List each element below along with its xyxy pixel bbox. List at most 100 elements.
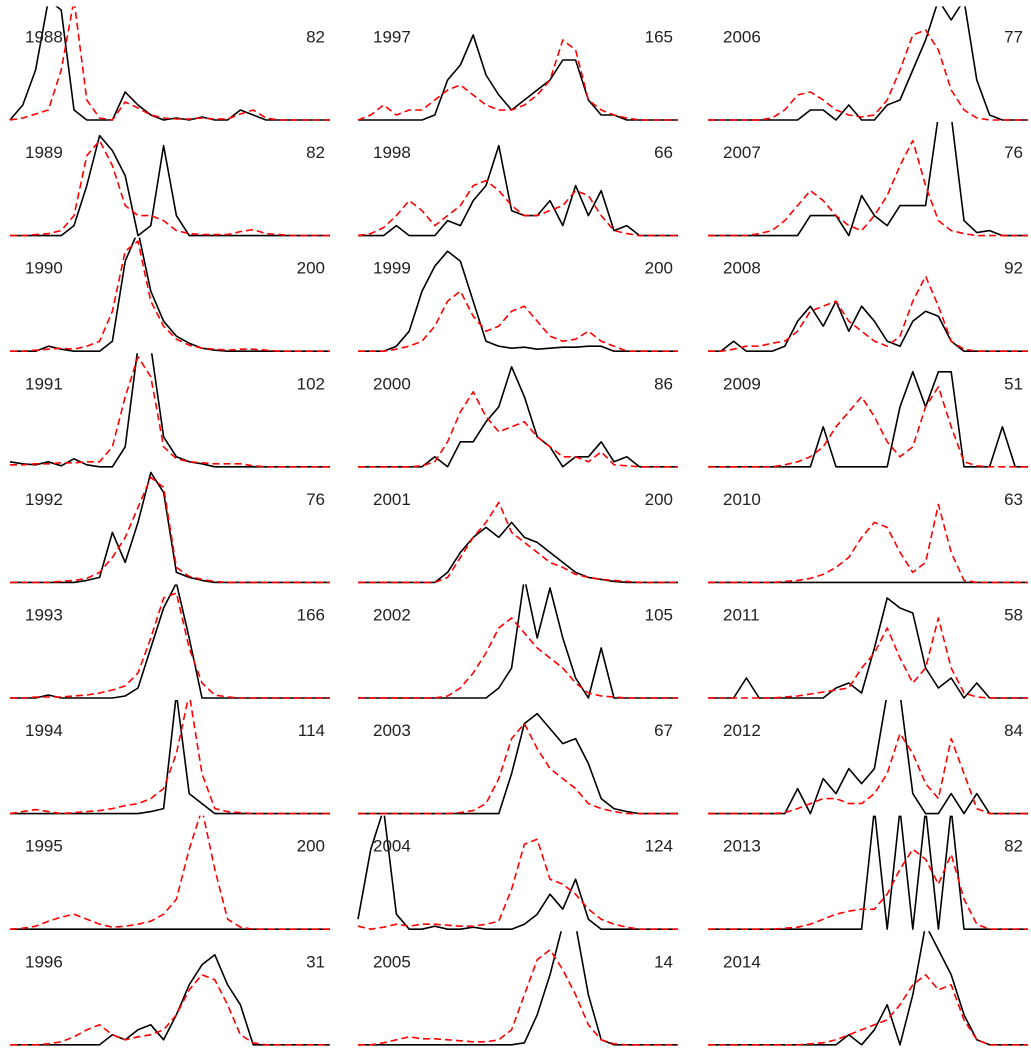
panel [9,353,330,468]
series-line [9,815,330,930]
series-line [358,144,678,237]
series-line [358,617,678,699]
series-line [357,815,678,930]
series-line [708,974,1028,1046]
panel-title: 1990 [25,259,63,278]
panel [358,584,678,699]
panel [708,597,1028,699]
panel-title: 1996 [25,952,63,971]
panel-title: 2002 [373,605,411,624]
panel-title: 2000 [373,374,411,393]
series-line [708,503,1028,584]
series-line [708,300,1028,352]
series-line [708,371,1028,468]
panel [9,6,330,121]
series-line [358,501,678,584]
panel [358,931,678,1046]
panel [357,815,678,930]
series-line [357,39,678,121]
panel-title: 1999 [373,259,411,278]
panel [358,501,678,584]
series-line [708,122,1028,237]
panel-title: 2008 [723,259,761,278]
panel-annotation: 102 [297,374,325,393]
panel-annotation: 200 [645,259,673,278]
series-line [708,617,1028,699]
panel [708,503,1028,584]
panel [358,712,678,815]
series-line [9,6,330,121]
panel-annotation: 200 [645,490,673,509]
series-line [358,722,678,815]
series-line [708,6,1028,121]
series-line [358,290,678,352]
series-line [357,838,678,930]
series-line [10,134,330,237]
panel-title: 2012 [723,721,761,740]
panel-annotation: 84 [1004,721,1023,740]
panel [708,815,1028,930]
series-line [10,974,330,1046]
panel [708,275,1028,352]
panel-annotation: 77 [1004,27,1023,46]
panel-annotation: 92 [1004,259,1023,278]
panel-annotation: 86 [654,374,673,393]
series-line [10,592,330,699]
panel [10,237,330,352]
panel [357,34,678,121]
panel-annotation: 63 [1004,490,1023,509]
panel-annotation: 51 [1004,374,1023,393]
panel-annotation: 114 [298,721,325,740]
panel-annotation: 58 [1004,605,1023,624]
series-line [358,521,678,584]
panel-annotation: 31 [306,952,325,971]
panel-annotation: 200 [297,837,325,856]
panel [708,700,1028,815]
series-line [9,353,330,468]
panel [10,954,330,1046]
series-line [708,597,1028,699]
panel-title: 2010 [723,490,761,509]
panel [9,815,330,930]
panel-title: 2013 [723,837,761,856]
series-line [708,732,1028,815]
panel-title: 1998 [373,143,411,162]
panel-annotation: 165 [645,27,673,46]
panel-annotation: 105 [645,605,673,624]
panel-annotation: 166 [297,605,325,624]
panel-title: 2009 [723,374,761,393]
panel-title: 1993 [25,605,63,624]
panel [708,6,1028,121]
panel-title: 1989 [25,143,63,162]
panel-annotation: 124 [645,837,673,856]
series-line [10,476,330,584]
series-line [358,391,678,468]
panel-annotation: 76 [1004,143,1023,162]
panel-title: 1988 [25,27,63,46]
panel-title: 2014 [723,952,761,971]
series-line [708,931,1028,1046]
series-line [708,386,1028,468]
panel-annotation: 82 [1004,837,1023,856]
series-line [358,366,678,468]
series-line [9,6,330,121]
panel-annotation: 66 [654,143,673,162]
panel-annotation: 82 [306,27,325,46]
panel [10,584,330,699]
panel [9,700,330,815]
series-line [708,29,1028,121]
panel-title: 2003 [373,721,411,740]
series-line [708,700,1028,815]
panel-title: 1994 [25,721,63,740]
panel-annotation: 82 [306,143,325,162]
panel [10,134,330,237]
panel [708,931,1028,1046]
series-line [708,275,1028,352]
series-line [708,815,1028,930]
panel-annotation: 76 [306,490,325,509]
panel-title: 2001 [373,490,411,509]
panel-title: 2006 [723,27,761,46]
series-line [10,584,330,699]
panel-annotation: 67 [654,721,673,740]
